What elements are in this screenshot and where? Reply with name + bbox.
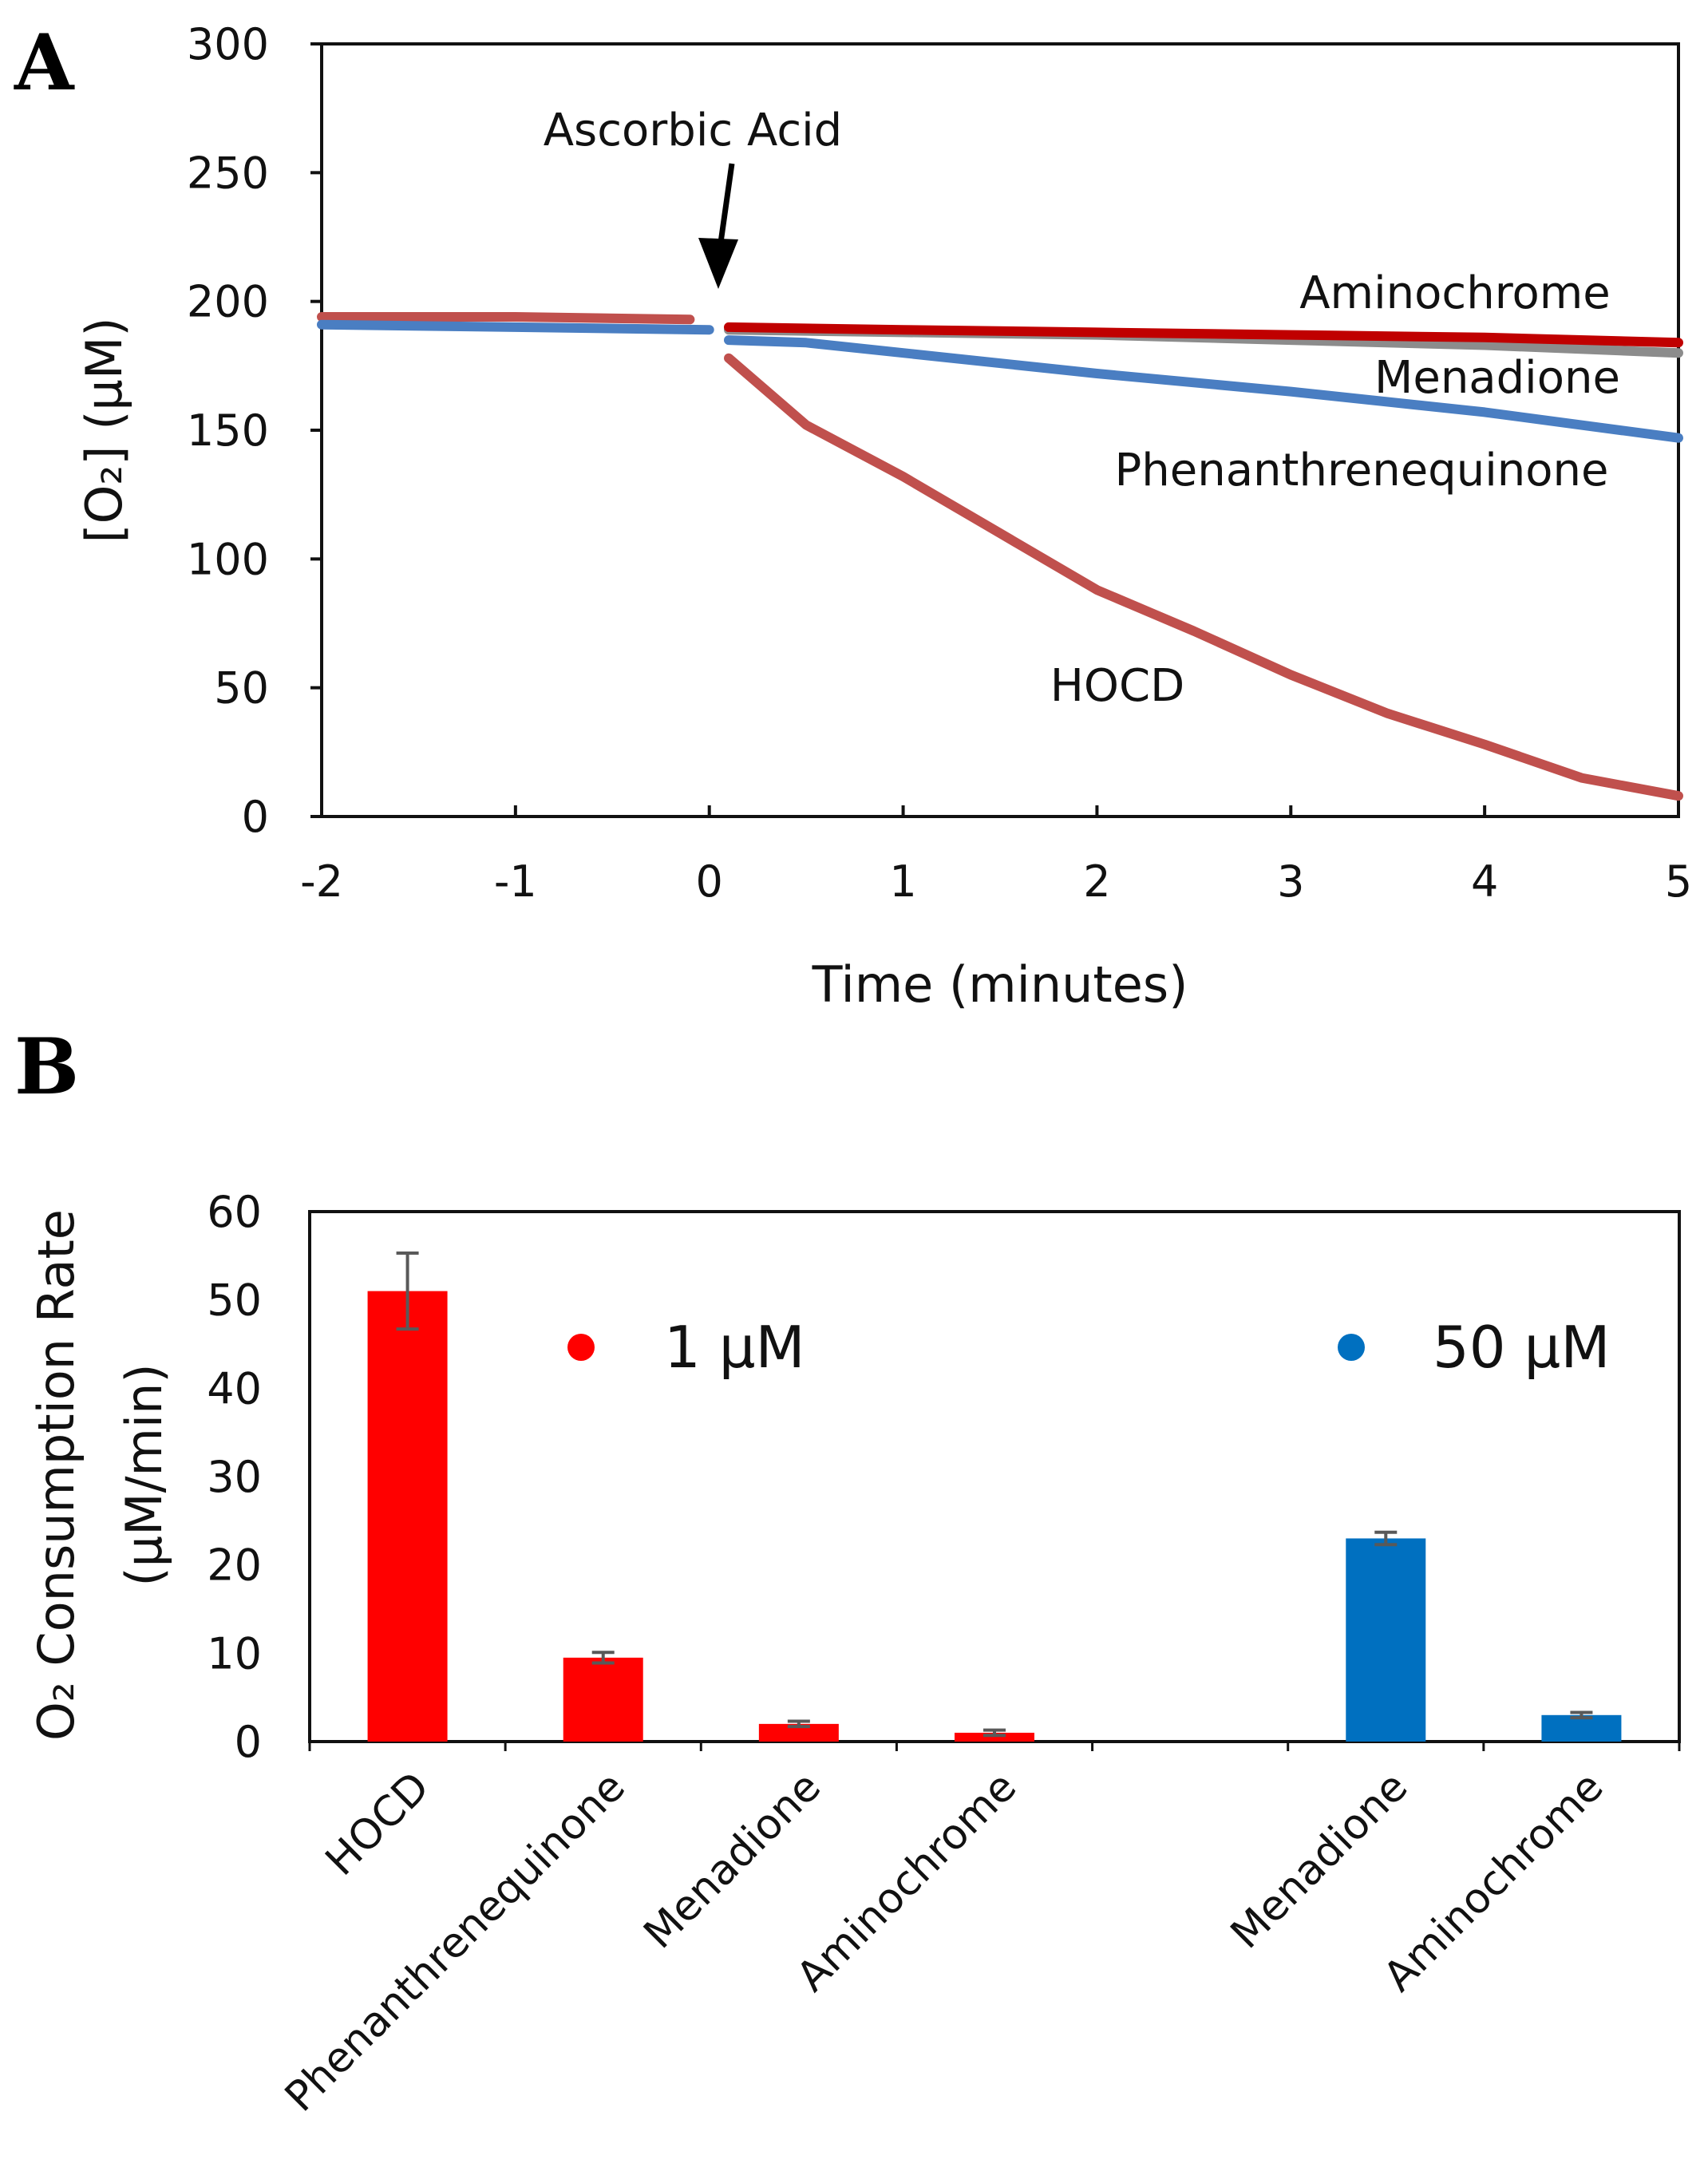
series-line-hocd bbox=[724, 353, 1683, 801]
series-line-pre-red bbox=[317, 312, 695, 325]
a-x-tick-label: 2 bbox=[1083, 856, 1110, 907]
legend-marker-50um bbox=[1338, 1334, 1365, 1361]
series-label-menadione: Menadione bbox=[1374, 352, 1620, 404]
error-bar bbox=[1374, 1530, 1398, 1547]
series-line-aminochrome bbox=[724, 322, 1683, 348]
category-label-menadione: Menadione bbox=[1222, 1763, 1417, 1959]
panel-b-y-axis: 0 10 20 30 40 50 60 bbox=[207, 1187, 262, 1767]
series-line-pre-blue bbox=[317, 319, 714, 335]
a-y-tick-label: 200 bbox=[187, 277, 269, 327]
panel-a-y-axis-title: [O₂] (µM) bbox=[75, 317, 133, 543]
a-x-tick-label: 3 bbox=[1277, 856, 1304, 907]
category-label-phenanthrenequinone: Phenanthrenequinone bbox=[276, 1763, 635, 2121]
a-y-tick-label: 250 bbox=[187, 148, 269, 198]
panel-a-x-axis-title: Time (minutes) bbox=[812, 955, 1188, 1014]
legend-marker-1um bbox=[567, 1334, 595, 1361]
panel-a-x-axis: -2 -1 0 1 2 3 4 5 bbox=[300, 805, 1692, 907]
series-line-phenanthrenequinone bbox=[724, 335, 1683, 443]
a-x-tick-label: 1 bbox=[889, 856, 916, 907]
legend-label-1um: 1 µM bbox=[664, 1314, 805, 1381]
bar-phenanthrenequinone bbox=[563, 1657, 643, 1742]
b-y-tick-label: 60 bbox=[207, 1187, 262, 1237]
error-bar bbox=[787, 1719, 810, 1729]
b-y-tick-label: 40 bbox=[207, 1363, 262, 1414]
a-x-tick-label: 0 bbox=[696, 856, 723, 907]
error-bar bbox=[983, 1728, 1006, 1738]
series-label-phenanthrenequinone: Phenanthrenequinone bbox=[1115, 445, 1609, 496]
a-x-tick-label: -1 bbox=[494, 856, 537, 907]
panel-b-plot-frame bbox=[308, 1210, 1681, 1743]
error-bar bbox=[591, 1651, 615, 1665]
series-label-aminochrome: Aminochrome bbox=[1299, 267, 1611, 319]
panel-b-bars bbox=[367, 1252, 1622, 1742]
a-x-tick-label: 4 bbox=[1471, 856, 1498, 907]
series-label-hocd: HOCD bbox=[1050, 660, 1184, 712]
panel-letter-a: A bbox=[14, 18, 75, 108]
bar-menadione bbox=[758, 1723, 839, 1742]
ascorbic-acid-arrow bbox=[698, 163, 738, 289]
error-bar bbox=[396, 1252, 419, 1331]
a-y-tick-label: 150 bbox=[187, 405, 269, 456]
panel-letter-b: B bbox=[14, 1022, 79, 1112]
bar-aminochrome bbox=[1541, 1714, 1622, 1742]
bar-menadione bbox=[1346, 1538, 1426, 1742]
b-y-tick-label: 10 bbox=[207, 1628, 262, 1679]
a-x-tick-label: -2 bbox=[300, 856, 343, 907]
panel-a-series bbox=[317, 312, 1683, 801]
category-label-menadione: Menadione bbox=[635, 1763, 830, 1959]
a-y-tick-label: 50 bbox=[214, 663, 269, 714]
ascorbic-acid-annotation: Ascorbic Acid bbox=[544, 105, 842, 156]
a-y-tick-label: 100 bbox=[187, 534, 269, 584]
category-label-hocd: HOCD bbox=[317, 1763, 439, 1885]
b-y-tick-label: 30 bbox=[207, 1452, 262, 1502]
b-y-tick-label: 50 bbox=[207, 1275, 262, 1326]
panel-b-y-axis-title-line1: O₂ Consumption Rate bbox=[27, 1209, 85, 1741]
bar-aminochrome bbox=[955, 1732, 1034, 1742]
a-y-tick-label: 300 bbox=[187, 19, 269, 69]
panel-a-plot-frame bbox=[320, 42, 1680, 818]
b-y-tick-label: 0 bbox=[235, 1717, 262, 1767]
panel-b-legend: 1 µM 50 µM bbox=[567, 1314, 1610, 1381]
b-y-tick-label: 20 bbox=[207, 1540, 262, 1591]
error-bar bbox=[1570, 1710, 1593, 1720]
panel-a-y-axis: 0 50 100 150 200 250 300 bbox=[187, 19, 322, 842]
legend-label-50um: 50 µM bbox=[1433, 1314, 1610, 1381]
a-y-tick-label: 0 bbox=[242, 792, 269, 842]
bar-hocd bbox=[367, 1291, 448, 1742]
a-x-tick-label: 5 bbox=[1665, 856, 1692, 907]
panel-b-y-axis-title-line2: (µM/min) bbox=[115, 1363, 173, 1586]
